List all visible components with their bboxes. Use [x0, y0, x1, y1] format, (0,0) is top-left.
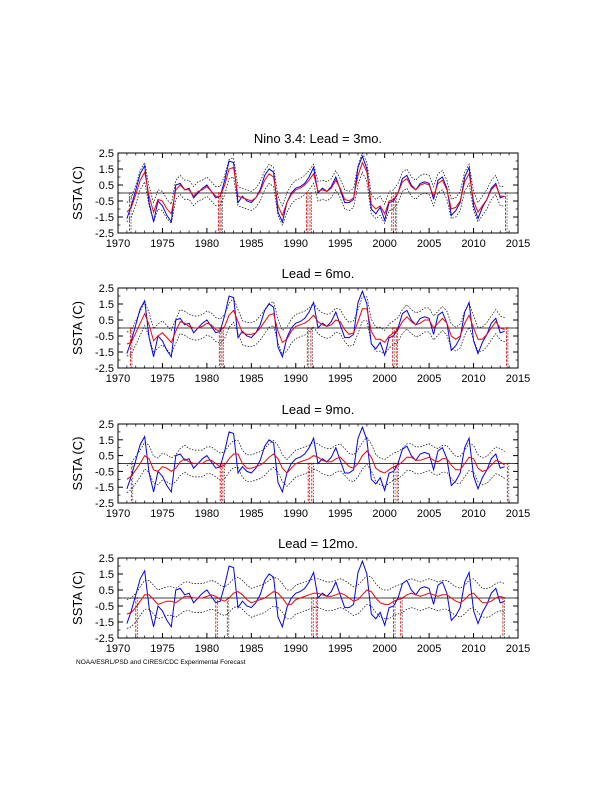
upper-bound-line	[126, 152, 505, 207]
x-tick-label: 1985	[239, 508, 263, 520]
y-axis-label: SSTA (C)	[70, 166, 85, 220]
y-tick-label: 0.5	[99, 315, 114, 327]
x-tick-label: 2000	[372, 238, 396, 250]
y-tick-label: 0.5	[99, 585, 114, 597]
panel-title: Nino 3.4: Lead = 3mo.	[254, 131, 382, 146]
y-tick-label: 1.5	[99, 299, 114, 311]
y-tick-label: 0.5	[99, 451, 114, 463]
forecast-line	[126, 308, 505, 345]
x-tick-label: 1995	[328, 508, 352, 520]
y-axis-label: SSTA (C)	[70, 571, 85, 625]
x-tick-label: 1970	[106, 508, 130, 520]
y-tick-label: 2.5	[99, 148, 114, 160]
x-tick-label: 1970	[106, 373, 130, 385]
x-tick-label: 2005	[417, 373, 441, 385]
y-tick-label: -2.5	[95, 363, 114, 375]
x-tick-label: 1975	[150, 238, 174, 250]
y-tick-label: -0.5	[95, 196, 114, 208]
y-tick-label: -2.5	[95, 633, 114, 645]
y-tick-label: -1.5	[95, 212, 114, 224]
y-tick-label: 1.5	[99, 569, 114, 581]
lower-bound-line	[126, 320, 505, 357]
x-tick-label: 1990	[284, 508, 308, 520]
x-tick-label: 1990	[284, 373, 308, 385]
x-tick-label: 1985	[239, 643, 263, 655]
observed-line	[126, 425, 505, 494]
x-tick-label: 2015	[506, 643, 530, 655]
panel-title: Lead = 6mo.	[282, 266, 355, 281]
x-tick-label: 2010	[461, 643, 485, 655]
x-tick-label: 1995	[328, 238, 352, 250]
y-tick-label: -2.5	[95, 498, 114, 510]
lower-bound-line	[126, 171, 505, 226]
forecast-line	[126, 589, 505, 615]
x-tick-label: 1975	[150, 643, 174, 655]
panel-1: Nino 3.4: Lead = 3mo. SSTA (C) 1970 1975 198…	[70, 131, 530, 250]
x-tick-label: 1970	[106, 238, 130, 250]
upper-bound-line	[126, 575, 505, 600]
x-tick-label: 1995	[328, 643, 352, 655]
x-tick-label: 1995	[328, 373, 352, 385]
panel-2: Lead = 6mo. SSTA (C) 1970 1975 1980 1985 1990 1…	[70, 266, 530, 385]
y-tick-label: -0.5	[95, 331, 114, 343]
y-tick-label: -0.5	[95, 601, 114, 613]
x-tick-label: 1985	[239, 238, 263, 250]
x-tick-label: 2010	[461, 238, 485, 250]
y-tick-label: -0.5	[95, 466, 114, 478]
y-tick-label: 2.5	[99, 419, 114, 431]
panel-4: Lead = 12mo. SSTA (C) 1970 1975 1980 1985 1990…	[70, 536, 530, 655]
x-tick-label: 1980	[195, 238, 219, 250]
x-tick-label: 2010	[461, 508, 485, 520]
x-tick-label: 1990	[284, 238, 308, 250]
panel-title: Lead = 12mo.	[278, 536, 358, 551]
lower-bound-line	[126, 603, 505, 629]
forecast-line	[126, 161, 505, 217]
y-axis-label: SSTA (C)	[70, 437, 85, 491]
y-tick-label: -1.5	[95, 347, 114, 359]
x-tick-label: 2005	[417, 238, 441, 250]
y-tick-label: 2.5	[99, 553, 114, 565]
observed-line	[126, 559, 505, 629]
upper-bound-line	[126, 436, 505, 467]
upper-bound-line	[126, 296, 505, 333]
y-tick-label: 0.5	[99, 180, 114, 192]
x-tick-label: 2005	[417, 508, 441, 520]
lower-bound-line	[126, 463, 505, 493]
x-tick-label: 2000	[372, 373, 396, 385]
x-tick-label: 2015	[506, 508, 530, 520]
x-tick-label: 2015	[506, 238, 530, 250]
y-tick-label: 2.5	[99, 283, 114, 295]
x-tick-label: 1980	[195, 373, 219, 385]
x-tick-label: 2000	[372, 643, 396, 655]
x-tick-label: 2010	[461, 373, 485, 385]
x-tick-label: 1980	[195, 643, 219, 655]
panel-3: Lead = 9mo. SSTA (C) 1970 1975 1980 1985 1990 1…	[70, 402, 530, 520]
y-tick-label: 1.5	[99, 435, 114, 447]
y-tick-label: -1.5	[95, 617, 114, 629]
x-tick-label: 1970	[106, 643, 130, 655]
x-tick-label: 2015	[506, 373, 530, 385]
observed-line	[126, 154, 505, 224]
y-tick-label: 1.5	[99, 164, 114, 176]
panel-title: Lead = 9mo.	[282, 402, 355, 417]
x-tick-label: 1975	[150, 508, 174, 520]
forecast-line	[126, 450, 505, 480]
x-tick-label: 1985	[239, 373, 263, 385]
observed-line	[126, 289, 505, 359]
y-tick-label: -1.5	[95, 482, 114, 494]
x-tick-label: 2000	[372, 508, 396, 520]
x-tick-label: 1975	[150, 373, 174, 385]
y-axis-label: SSTA (C)	[70, 301, 85, 355]
x-tick-label: 2005	[417, 643, 441, 655]
x-tick-label: 1980	[195, 508, 219, 520]
credit-text: NOAA/ESRL/PSD and CIRES/CDC Experimental…	[76, 659, 246, 666]
y-tick-label: -2.5	[95, 228, 114, 240]
x-tick-label: 1990	[284, 643, 308, 655]
